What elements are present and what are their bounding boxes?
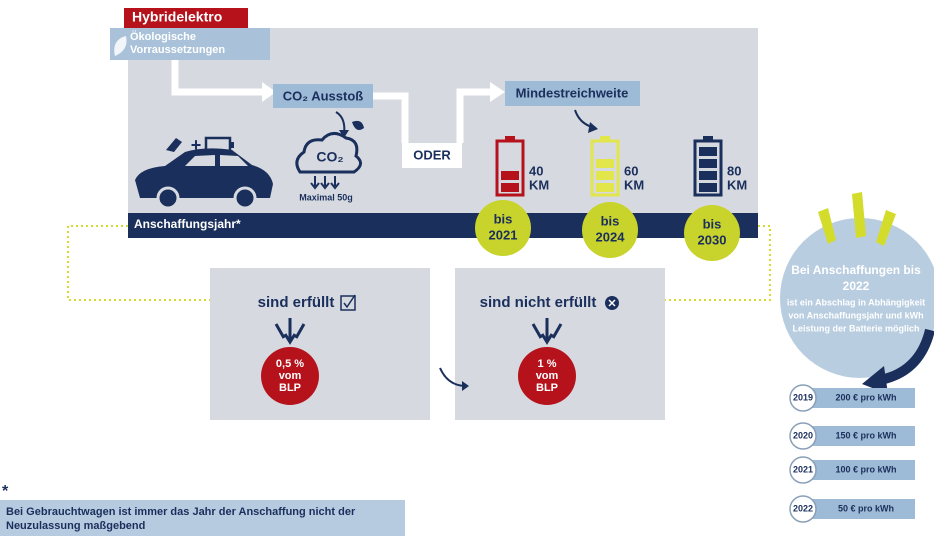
co2-label: CO₂ Ausstoß — [283, 88, 363, 103]
year-prefix: bis — [703, 216, 722, 231]
discount-amount: 50 € pro kWh — [838, 503, 894, 513]
battery-segment — [699, 147, 717, 156]
battery-km: 80 — [727, 163, 741, 178]
discount-amount: 100 € pro kWh — [835, 464, 896, 474]
battery-unit: KM — [529, 177, 549, 192]
discount-title: Bei Anschaffungen bis — [791, 263, 921, 277]
plus-icon: + — [191, 135, 202, 155]
year: 2021 — [489, 227, 518, 242]
rate-of: vom — [279, 370, 302, 382]
battery-segment — [501, 183, 519, 192]
battery-segment — [699, 159, 717, 168]
discount-amount: 150 € pro kWh — [835, 430, 896, 440]
discount-year: 2019 — [793, 392, 813, 402]
car-wheel — [158, 188, 178, 208]
discount-amount: 200 € pro kWh — [835, 392, 896, 402]
footnote: Bei Gebrauchtwagen ist immer das Jahr de… — [6, 506, 356, 518]
rate: 0,5 % — [276, 358, 304, 370]
outcome-status: sind nicht erfüllt — [480, 294, 597, 311]
year: 2030 — [698, 232, 727, 247]
footnote: Neuzulassung maßgebend — [6, 520, 145, 532]
year-prefix: bis — [494, 211, 513, 226]
battery-segment — [501, 171, 519, 180]
battery-unit: KM — [727, 177, 747, 192]
battery-icon — [230, 142, 234, 148]
battery-segment — [596, 159, 614, 168]
battery-segment — [596, 171, 614, 180]
subtitle: Ökologische — [130, 30, 196, 43]
battery-segment — [699, 171, 717, 180]
battery-segment — [699, 183, 717, 192]
discount-text: von Anschaffungsjahr und kWh — [788, 310, 923, 320]
car-wheel — [235, 188, 255, 208]
battery-segment — [596, 183, 614, 192]
outcome-status: sind erfüllt — [258, 294, 335, 311]
rate-base: BLP — [279, 382, 301, 394]
rate-of: vom — [536, 370, 559, 382]
discount-year: 2022 — [793, 503, 813, 513]
subtitle: Vorraussetzungen — [130, 44, 225, 56]
year: 2024 — [596, 229, 626, 244]
rate: 1 % — [538, 358, 557, 370]
range-label: Mindestreichweite — [516, 85, 629, 100]
footnote-marker: * — [2, 483, 9, 500]
discount-year: 2020 — [793, 430, 813, 440]
discount-text: ist ein Abschlag in Abhängigkeit — [787, 297, 925, 307]
discount-text: Leistung der Batterie möglich — [792, 323, 919, 333]
infographic: Hybridelektro Ökologische Vorraussetzung… — [0, 0, 934, 536]
rate-base: BLP — [536, 382, 558, 394]
year-prefix: bis — [601, 213, 620, 228]
battery-unit: KM — [624, 177, 644, 192]
battery-km: 60 — [624, 163, 638, 178]
outcome-panel — [210, 268, 430, 420]
discount-year: 2021 — [793, 464, 813, 474]
co2-limit: Maximal 50g — [299, 192, 353, 202]
timeline-label: Anschaffungsjahr* — [134, 217, 241, 231]
tag: Hybridelektro — [132, 9, 222, 25]
battery-km: 40 — [529, 163, 543, 178]
or-label: ODER — [413, 147, 451, 162]
discount-title: 2022 — [843, 279, 870, 293]
co2-cloud-label: CO₂ — [316, 149, 343, 165]
